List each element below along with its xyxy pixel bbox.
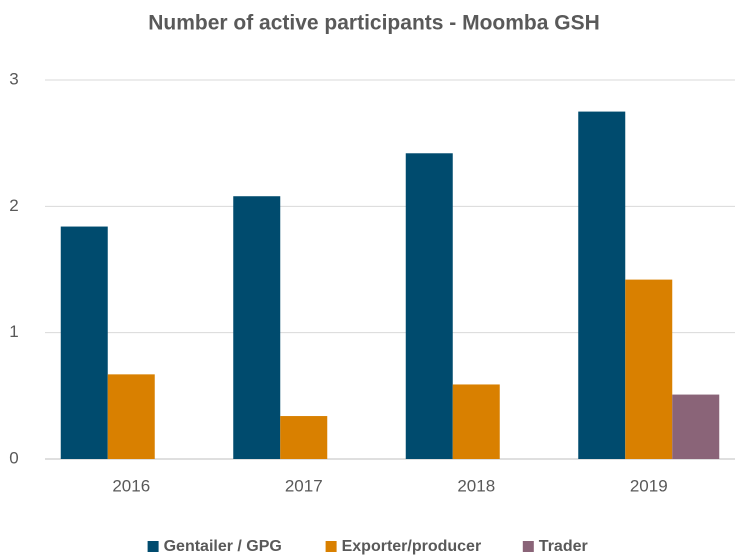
chart-title: Number of active participants - Moomba G… [148,12,600,35]
bar [405,153,453,460]
bar [452,384,500,459]
legend-label: Gentailer / GPG [164,538,282,555]
bar [625,279,673,459]
y-tick-label: 3 [9,69,18,88]
bar [578,111,626,459]
y-tick-label: 1 [9,322,18,341]
bar [107,374,155,459]
x-tick-label: 2018 [457,476,495,495]
legend-swatch [522,541,534,552]
y-tick-label: 2 [9,196,18,215]
bar [60,226,108,459]
x-tick-label: 2019 [630,476,668,495]
bar [672,394,720,459]
bar [280,416,328,459]
legend-swatch [147,541,159,552]
legend-swatch [325,541,337,552]
bar [233,196,281,459]
x-tick-label: 2016 [112,476,150,495]
x-tick-label: 2017 [285,476,323,495]
y-tick-label: 0 [9,448,18,467]
legend-label: Trader [539,538,588,555]
legend-label: Exporter/producer [342,538,482,555]
